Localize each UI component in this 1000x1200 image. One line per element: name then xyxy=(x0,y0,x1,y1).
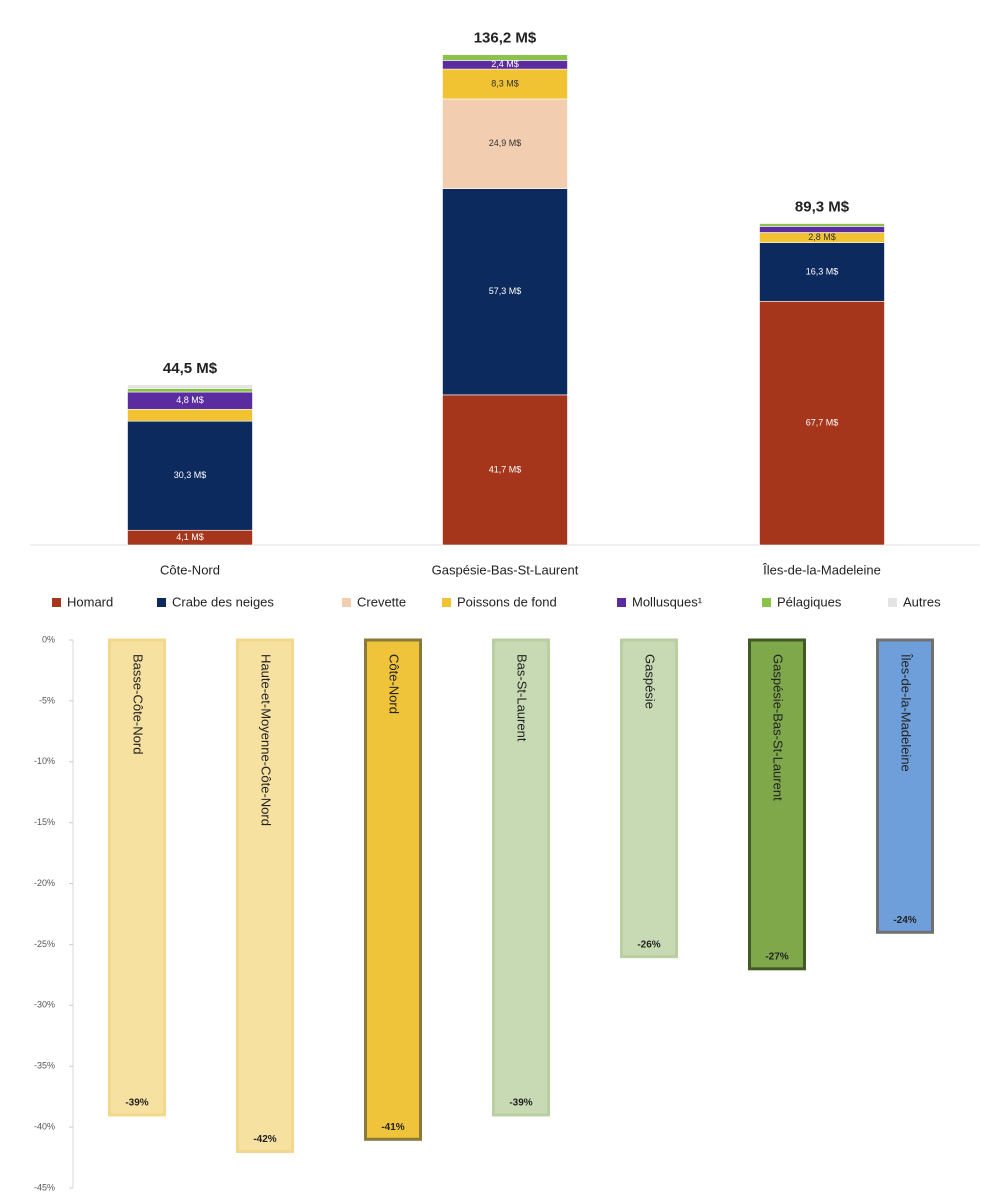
legend-label: Crevette xyxy=(357,594,406,609)
x-tick-label: Côte-Nord xyxy=(160,562,220,577)
x-tick-label: Îles-de-la-Madeleine xyxy=(762,562,881,577)
total-label: 136,2 M$ xyxy=(474,30,537,47)
value-label: -42% xyxy=(253,1134,276,1145)
x-tick-label: Gaspésie-Bas-St-Laurent xyxy=(432,562,579,577)
y-tick-label: -40% xyxy=(34,1121,55,1131)
bar xyxy=(620,638,678,959)
bar xyxy=(492,638,550,1117)
legend-label: Autres xyxy=(903,594,941,609)
legend-marker xyxy=(342,598,351,607)
y-tick-label: -5% xyxy=(39,695,55,705)
value-label: -41% xyxy=(381,1122,404,1133)
bar xyxy=(748,638,806,971)
y-tick-label: -15% xyxy=(34,817,55,827)
category-label: Îles-de-la-Madeleine xyxy=(899,653,914,772)
y-tick-label: -30% xyxy=(34,1000,55,1010)
bar-segment xyxy=(442,188,568,396)
value-label: -39% xyxy=(509,1098,532,1109)
bar-segment xyxy=(759,226,885,233)
total-label: 44,5 M$ xyxy=(163,360,218,377)
bar-segment xyxy=(127,408,253,422)
bar-segment xyxy=(442,394,568,546)
legend-label: Pélagiques xyxy=(777,594,842,609)
legend-label: Homard xyxy=(67,594,113,609)
y-tick-label: -35% xyxy=(34,1061,55,1071)
y-tick-label: 0% xyxy=(42,634,55,644)
value-label: -39% xyxy=(125,1098,148,1109)
bar-segment xyxy=(759,300,885,546)
legend-label: Mollusques¹ xyxy=(632,594,703,609)
legend-marker xyxy=(157,598,166,607)
segment-label: 2,8 M$ xyxy=(808,232,836,242)
bar-segment xyxy=(442,68,568,100)
segment-label: 2,4 M$ xyxy=(491,59,519,69)
segment-label: 67,7 M$ xyxy=(806,418,839,428)
bar-segment xyxy=(127,388,253,393)
legend-label: Crabe des neiges xyxy=(172,594,274,609)
category-label: Côte-Nord xyxy=(387,654,402,714)
category-label: Gaspésie-Bas-St-Laurent xyxy=(771,654,786,801)
total-label: 89,3 M$ xyxy=(795,198,850,215)
segment-label: 57,3 M$ xyxy=(489,286,522,296)
category-label: Haute-et-Moyenne-Côte-Nord xyxy=(259,654,274,826)
y-tick-label: -20% xyxy=(34,878,55,888)
legend-marker xyxy=(888,598,897,607)
legend-marker xyxy=(617,598,626,607)
bar-segment xyxy=(442,98,568,189)
y-tick-label: -10% xyxy=(34,756,55,766)
legend-label: Poissons de fond xyxy=(457,594,557,609)
legend-marker xyxy=(52,598,61,607)
segment-label: 41,7 M$ xyxy=(489,464,522,474)
value-label: -26% xyxy=(637,939,660,950)
bar xyxy=(876,638,934,934)
bar-segment xyxy=(127,384,253,389)
category-label: Gaspésie xyxy=(643,654,658,709)
bar xyxy=(236,638,294,1153)
value-label: -24% xyxy=(893,915,916,926)
segment-label: 4,8 M$ xyxy=(176,395,204,405)
y-tick-label: -25% xyxy=(34,939,55,949)
bar-segment xyxy=(127,420,253,531)
segment-label: 30,3 M$ xyxy=(174,470,207,480)
segment-label: 16,3 M$ xyxy=(806,266,839,276)
segment-label: 4,1 M$ xyxy=(176,532,204,542)
bar xyxy=(364,638,422,1141)
value-label: -27% xyxy=(765,951,788,962)
legend-marker xyxy=(762,598,771,607)
category-label: Basse-Côte-Nord xyxy=(131,654,146,754)
segment-label: 24,9 M$ xyxy=(489,138,522,148)
bar-segment xyxy=(759,223,885,227)
bar xyxy=(108,638,166,1117)
legend-marker xyxy=(442,598,451,607)
y-tick-label: -45% xyxy=(34,1182,55,1192)
category-label: Bas-St-Laurent xyxy=(515,654,530,742)
bar-segment xyxy=(442,54,568,61)
segment-label: 8,3 M$ xyxy=(491,78,519,88)
